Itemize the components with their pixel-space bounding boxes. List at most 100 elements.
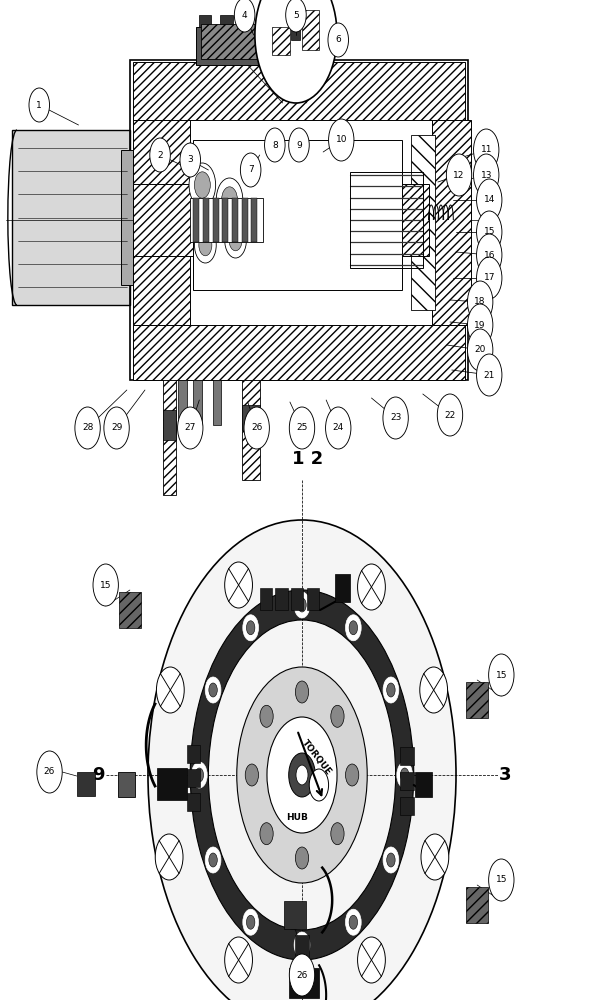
Circle shape <box>199 234 212 256</box>
Text: 4: 4 <box>242 10 248 19</box>
Text: 19: 19 <box>474 320 486 330</box>
Bar <box>400 747 414 765</box>
Circle shape <box>195 768 204 782</box>
Circle shape <box>383 397 408 439</box>
Bar <box>178 380 187 425</box>
Circle shape <box>477 179 502 221</box>
Bar <box>291 588 303 610</box>
Circle shape <box>205 677 221 703</box>
Circle shape <box>331 705 344 727</box>
Circle shape <box>467 304 493 346</box>
Bar <box>201 24 271 59</box>
Bar <box>302 10 319 50</box>
Bar <box>269 40 284 65</box>
Circle shape <box>437 394 463 436</box>
Circle shape <box>243 615 259 641</box>
Circle shape <box>222 187 237 213</box>
Text: 26: 26 <box>251 424 262 432</box>
Bar <box>284 901 306 929</box>
Circle shape <box>234 0 255 32</box>
Text: 1 2: 1 2 <box>292 450 324 468</box>
Circle shape <box>467 329 493 371</box>
Bar <box>432 120 471 325</box>
Bar <box>187 745 200 763</box>
Circle shape <box>329 119 354 161</box>
Text: 28: 28 <box>82 424 93 432</box>
Circle shape <box>246 621 255 635</box>
Circle shape <box>298 598 306 612</box>
Bar <box>350 172 423 268</box>
Circle shape <box>194 227 216 263</box>
Circle shape <box>326 407 351 449</box>
Text: 13: 13 <box>480 170 492 180</box>
Circle shape <box>489 654 514 696</box>
Circle shape <box>331 823 344 845</box>
Bar <box>289 40 304 65</box>
Circle shape <box>383 677 399 703</box>
Bar <box>289 968 319 998</box>
Circle shape <box>387 853 395 867</box>
Circle shape <box>383 847 399 873</box>
Text: 5: 5 <box>293 10 299 19</box>
Bar <box>400 772 414 790</box>
Bar <box>203 198 209 242</box>
Circle shape <box>194 172 210 198</box>
Circle shape <box>349 915 358 929</box>
Circle shape <box>400 768 409 782</box>
Bar <box>213 198 219 242</box>
Circle shape <box>345 615 361 641</box>
Text: 15: 15 <box>100 580 112 589</box>
Bar <box>133 184 429 256</box>
Circle shape <box>205 847 221 873</box>
Bar <box>121 150 133 285</box>
Bar <box>400 797 414 815</box>
Circle shape <box>156 667 184 713</box>
Circle shape <box>295 847 309 869</box>
Circle shape <box>244 407 269 449</box>
Text: TORQUE: TORQUE <box>301 738 333 776</box>
Bar <box>193 140 402 290</box>
Text: 24: 24 <box>333 424 344 432</box>
Circle shape <box>489 859 514 901</box>
Text: 27: 27 <box>185 424 196 432</box>
Circle shape <box>245 764 259 786</box>
Bar <box>275 588 288 610</box>
Circle shape <box>148 520 456 1000</box>
Circle shape <box>225 222 246 258</box>
Circle shape <box>345 764 359 786</box>
Bar <box>187 793 200 811</box>
Circle shape <box>420 667 448 713</box>
Circle shape <box>37 751 62 793</box>
Bar <box>220 15 233 27</box>
Bar <box>130 60 468 380</box>
Bar <box>157 768 187 800</box>
Circle shape <box>421 834 449 880</box>
Circle shape <box>260 705 273 727</box>
Bar <box>193 198 199 242</box>
Circle shape <box>267 717 337 833</box>
Circle shape <box>265 128 285 162</box>
Circle shape <box>225 937 252 983</box>
Bar <box>242 198 248 242</box>
Text: 26: 26 <box>297 970 307 980</box>
Circle shape <box>474 154 499 196</box>
Bar <box>291 10 300 40</box>
Text: 15: 15 <box>483 228 495 236</box>
Circle shape <box>289 954 315 996</box>
Circle shape <box>358 937 385 983</box>
Text: 26: 26 <box>44 768 55 776</box>
Text: 16: 16 <box>483 250 495 259</box>
Text: 11: 11 <box>480 145 492 154</box>
Bar <box>118 772 135 797</box>
Text: 2: 2 <box>157 150 163 159</box>
Text: 1: 1 <box>36 101 42 109</box>
Bar <box>133 325 465 380</box>
Bar <box>190 198 263 242</box>
Text: 9: 9 <box>92 766 104 784</box>
Circle shape <box>237 667 367 883</box>
Text: 14: 14 <box>484 196 495 205</box>
Bar <box>77 772 95 796</box>
Circle shape <box>180 143 201 177</box>
Bar <box>119 592 141 628</box>
Circle shape <box>477 257 502 299</box>
